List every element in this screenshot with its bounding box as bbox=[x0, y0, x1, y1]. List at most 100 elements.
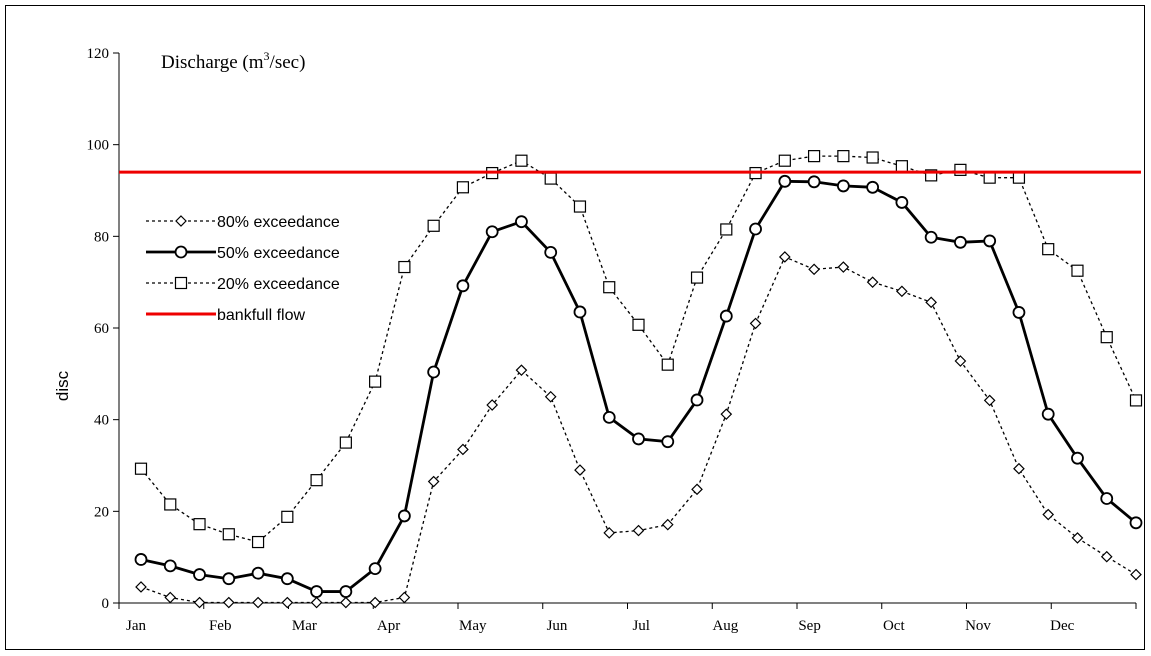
data-point-square bbox=[690, 271, 704, 284]
data-point-diamond bbox=[661, 518, 674, 531]
data-point-diamond bbox=[574, 464, 586, 476]
legend-label: bankfull flow bbox=[217, 307, 305, 324]
data-point-diamond bbox=[1013, 462, 1025, 475]
x-tick-label: May bbox=[459, 618, 487, 634]
data-point-circle bbox=[544, 245, 558, 259]
data-point-square bbox=[427, 219, 440, 232]
data-point-circle bbox=[1012, 306, 1026, 319]
series-80-exceedance bbox=[135, 251, 1142, 609]
data-point-circle bbox=[690, 393, 704, 407]
y-tick-label: 0 bbox=[102, 596, 110, 612]
data-point-circle bbox=[602, 410, 616, 424]
data-point-circle bbox=[807, 175, 821, 189]
data-point-diamond bbox=[866, 276, 879, 289]
x-tick-label: Aug bbox=[712, 618, 738, 634]
data-point-square bbox=[222, 528, 235, 541]
data-point-square bbox=[603, 281, 616, 294]
data-point-square bbox=[837, 150, 850, 163]
data-point-circle bbox=[251, 566, 265, 580]
data-point-diamond bbox=[632, 524, 645, 537]
data-point-circle bbox=[1071, 451, 1084, 465]
data-point-square bbox=[1129, 394, 1143, 407]
data-point-circle bbox=[836, 179, 850, 193]
data-point-circle bbox=[719, 309, 733, 323]
data-point-diamond bbox=[310, 596, 323, 609]
legend-entry: bankfull flow bbox=[146, 307, 305, 324]
legend: 80% exceedance 50% exceedance 20% exceedan… bbox=[146, 214, 340, 324]
data-point-square bbox=[720, 223, 733, 236]
y-tick-label: 40 bbox=[94, 413, 109, 429]
data-point-circle bbox=[778, 174, 792, 188]
data-point-square bbox=[983, 171, 996, 184]
data-point-square bbox=[515, 154, 528, 167]
data-point-diamond bbox=[135, 581, 147, 593]
data-point-circle bbox=[310, 585, 323, 598]
data-point-circle bbox=[954, 235, 967, 249]
data-point-square bbox=[164, 498, 177, 511]
discharge-chart: 0 20 40 60 80 100 120 Jan Feb Mar Apr May Jun Jul Aug S… bbox=[53, 46, 1143, 634]
data-point-circle bbox=[193, 568, 206, 581]
legend-label: 50% exceedance bbox=[217, 245, 340, 262]
data-point-diamond bbox=[486, 399, 499, 411]
data-point-circle bbox=[661, 435, 675, 449]
data-point-diamond bbox=[222, 596, 235, 609]
x-tick-label: Feb bbox=[209, 618, 232, 634]
data-point-circle bbox=[427, 365, 441, 379]
data-point-square bbox=[895, 160, 908, 173]
data-point-square bbox=[1100, 331, 1113, 344]
data-point-diamond bbox=[691, 483, 703, 496]
data-point-circle bbox=[1100, 492, 1114, 505]
data-point-circle bbox=[222, 572, 236, 586]
data-point-square bbox=[310, 474, 323, 487]
data-point-circle bbox=[163, 559, 177, 573]
data-point-circle bbox=[485, 225, 499, 239]
data-point-circle bbox=[866, 180, 880, 194]
data-point-circle bbox=[983, 234, 997, 248]
data-point-diamond bbox=[925, 296, 937, 309]
data-point-diamond bbox=[281, 596, 294, 609]
y-axis-label: disc bbox=[53, 370, 72, 401]
data-point-diamond bbox=[896, 285, 908, 298]
data-point-diamond bbox=[175, 215, 187, 227]
legend-entry: 50% exceedance bbox=[146, 245, 340, 262]
data-point-diamond bbox=[603, 527, 616, 539]
data-point-square bbox=[925, 169, 938, 182]
data-point-diamond bbox=[398, 591, 411, 604]
data-point-square bbox=[1042, 243, 1055, 256]
data-point-diamond bbox=[837, 261, 850, 273]
x-tick-label: Jan bbox=[126, 618, 146, 634]
data-point-circle bbox=[573, 305, 587, 319]
data-point-square bbox=[339, 436, 352, 449]
data-point-circle bbox=[456, 279, 470, 293]
data-point-diamond bbox=[778, 251, 791, 263]
data-point-square bbox=[398, 260, 411, 274]
data-point-circle bbox=[632, 432, 645, 446]
data-point-circle bbox=[895, 196, 909, 209]
data-point-diamond bbox=[340, 596, 352, 609]
data-point-diamond bbox=[1130, 568, 1142, 581]
legend-label: 20% exceedance bbox=[217, 276, 340, 293]
data-point-circle bbox=[280, 572, 294, 586]
data-point-circle bbox=[174, 245, 188, 259]
data-point-circle bbox=[749, 222, 762, 236]
data-point-square bbox=[866, 151, 879, 164]
x-tick-label: Dec bbox=[1050, 618, 1074, 634]
data-point-diamond bbox=[954, 355, 967, 367]
y-tick-label: 120 bbox=[87, 46, 110, 62]
data-point-square bbox=[456, 181, 470, 194]
y-tick-label: 60 bbox=[94, 321, 109, 337]
data-point-square bbox=[369, 375, 382, 388]
data-point-diamond bbox=[515, 364, 528, 377]
x-tick-label: Jul bbox=[632, 618, 650, 634]
data-point-diamond bbox=[193, 596, 206, 609]
data-point-square bbox=[251, 535, 265, 549]
data-point-square bbox=[134, 462, 148, 475]
title-superscript: 3 bbox=[264, 49, 270, 63]
data-point-diamond bbox=[457, 443, 469, 456]
data-point-square bbox=[954, 163, 967, 176]
data-point-diamond bbox=[544, 390, 557, 403]
data-point-circle bbox=[924, 230, 938, 244]
data-point-square bbox=[573, 200, 587, 213]
data-point-diamond bbox=[1100, 550, 1113, 563]
data-point-diamond bbox=[983, 394, 996, 407]
